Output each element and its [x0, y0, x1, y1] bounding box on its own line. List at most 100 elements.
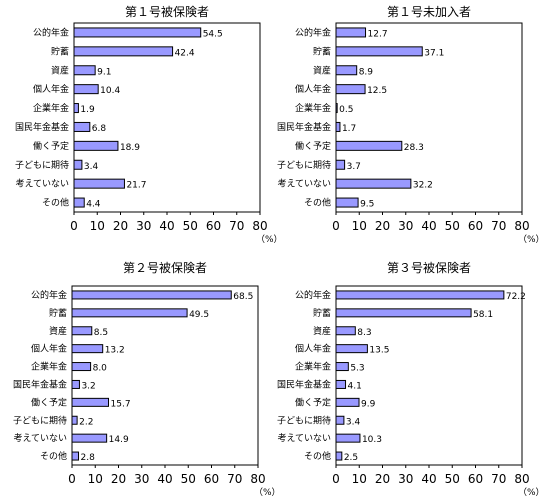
x-tick-label: 30: [398, 219, 413, 233]
category-label: 公的年金: [295, 26, 331, 38]
data-label: 4.4: [86, 200, 101, 210]
bar: [73, 46, 174, 57]
category-label: 子どもに期待: [277, 414, 331, 426]
data-label: 14.9: [109, 435, 129, 445]
data-label: 3.4: [84, 162, 99, 172]
data-label: 12.7: [368, 29, 388, 39]
bar: [73, 84, 99, 95]
category-label: 資産: [51, 64, 69, 76]
data-label: 10.4: [100, 86, 120, 96]
category-label: その他: [42, 197, 69, 209]
category-label: 働く予定: [33, 140, 69, 152]
chart-title: 第２号被保険者: [123, 261, 207, 275]
data-label: 72.2: [506, 292, 526, 302]
category-label: 働く予定: [31, 396, 67, 408]
x-tick-label: 10: [88, 472, 103, 486]
bar: [335, 326, 356, 336]
bar: [71, 397, 110, 407]
category-label: 資産: [313, 325, 331, 337]
bar: [73, 65, 96, 76]
data-label: 15.7: [111, 399, 131, 409]
data-label: 3.2: [81, 381, 95, 391]
category-label: 考えていない: [277, 179, 331, 190]
data-label: 2.8: [81, 453, 96, 463]
x-tick-label: 20: [375, 472, 390, 486]
category-label: その他: [304, 450, 331, 462]
x-tick-label: 10: [352, 219, 367, 233]
bar: [335, 103, 338, 114]
category-label: 公的年金: [295, 289, 331, 301]
data-label: 54.5: [203, 29, 223, 39]
unit-label: （%）: [256, 234, 283, 245]
bar: [73, 197, 85, 208]
bar: [71, 415, 78, 425]
category-label: 企業年金: [295, 361, 331, 373]
bar: [335, 362, 349, 372]
x-tick-label: 0: [70, 219, 78, 233]
category-label: 考えていない: [13, 433, 67, 444]
data-label: 13.2: [105, 346, 125, 356]
category-label: 国民年金基金: [277, 121, 331, 133]
bar: [71, 362, 92, 372]
bar: [73, 103, 79, 114]
bar: [71, 451, 80, 461]
category-label: 個人年金: [295, 83, 331, 95]
bar: [335, 121, 341, 132]
category-label: 子どもに期待: [13, 414, 67, 426]
data-label: 2.2: [79, 417, 93, 427]
bar: [335, 433, 361, 443]
bar: [335, 27, 367, 38]
x-tick-label: 40: [421, 219, 436, 233]
bar: [335, 178, 412, 189]
category-label: 働く予定: [295, 140, 331, 152]
bar: [73, 121, 91, 132]
bar: [71, 433, 108, 443]
bar: [73, 159, 83, 170]
data-label: 4.1: [348, 381, 362, 391]
unit-label: （%）: [254, 487, 281, 498]
x-tick-label: 40: [157, 472, 172, 486]
category-label: 個人年金: [33, 83, 69, 95]
x-tick-label: 60: [468, 472, 483, 486]
x-tick-label: 0: [68, 472, 76, 486]
data-label: 37.1: [424, 48, 444, 58]
data-label: 12.5: [367, 86, 387, 96]
data-label: 2.5: [344, 453, 358, 463]
x-tick-label: 10: [90, 219, 105, 233]
data-label: 32.2: [413, 181, 433, 191]
category-label: 個人年金: [295, 343, 331, 355]
x-tick-label: 20: [113, 219, 128, 233]
category-label: 国民年金基金: [13, 378, 67, 390]
category-label: その他: [40, 450, 67, 462]
x-tick-label: 60: [468, 219, 483, 233]
x-tick-label: 60: [206, 219, 221, 233]
data-label: 5.3: [350, 364, 364, 374]
category-label: 資産: [49, 325, 67, 337]
x-tick-label: 20: [111, 472, 126, 486]
data-label: 8.0: [93, 364, 108, 374]
x-tick-label: 70: [229, 219, 244, 233]
category-label: 働く予定: [295, 396, 331, 408]
x-tick-label: 80: [250, 472, 265, 486]
data-label: 13.5: [369, 346, 389, 356]
x-tick-label: 70: [491, 472, 506, 486]
category-label: 公的年金: [31, 289, 67, 301]
data-label: 8.3: [357, 328, 371, 338]
bar: [335, 379, 347, 389]
x-tick-label: 70: [227, 472, 242, 486]
bar: [335, 159, 346, 170]
category-label: 国民年金基金: [15, 121, 69, 133]
bar: [335, 65, 358, 76]
category-label: 貯蓄: [49, 307, 67, 319]
bar: [335, 451, 343, 461]
bar: [71, 290, 232, 300]
x-tick-label: 20: [375, 219, 390, 233]
x-tick-label: 40: [421, 472, 436, 486]
data-label: 68.5: [233, 292, 253, 302]
data-label: 10.3: [362, 435, 382, 445]
x-tick-label: 70: [491, 219, 506, 233]
